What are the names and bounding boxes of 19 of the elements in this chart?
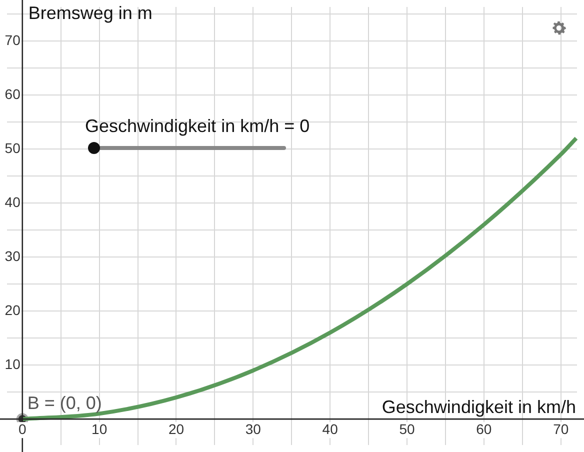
x-tick-label: 30: [245, 420, 262, 437]
x-tick-label: 10: [92, 420, 108, 437]
x-tick-label: 50: [399, 420, 415, 437]
y-tick-label: 50: [4, 140, 21, 156]
x-tick-label: 20: [168, 420, 184, 437]
x-tick-label: 70: [553, 420, 569, 437]
y-tick-label: 40: [4, 194, 21, 210]
y-tick-label: 10: [4, 356, 21, 372]
y-tick-label: 30: [4, 248, 21, 264]
y-tick-label: 60: [4, 86, 21, 102]
y-tick-label: 70: [4, 32, 21, 48]
x-tick-label: 40: [322, 420, 338, 437]
x-axis-title: Geschwindigkeit in km/h: [382, 397, 576, 418]
annotation: B = (0, 0): [27, 393, 102, 414]
y-axis-title: Bremsweg in m: [28, 3, 152, 23]
annotation: Geschwindigkeit in km/h = 0: [85, 116, 310, 136]
x-tick-label: 0: [18, 420, 26, 437]
x-tick-label: 60: [476, 420, 492, 437]
y-tick-label: 20: [4, 302, 21, 318]
